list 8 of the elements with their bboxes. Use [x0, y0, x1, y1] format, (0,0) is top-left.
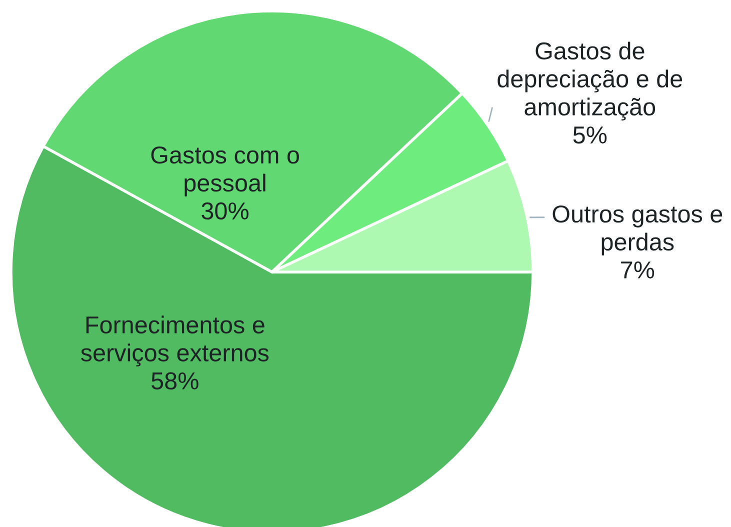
data-label: 7%: [621, 261, 654, 278]
data-label: 58%: [152, 372, 198, 390]
slice-label: Gastos de depreciação e de amortização: [498, 42, 682, 120]
data-label: 5%: [573, 126, 607, 144]
slice-label: Outros gastos e perdas: [552, 205, 722, 256]
slice-label: Fornecimentos e serviços externos: [81, 316, 269, 366]
data-label: 30%: [202, 202, 248, 220]
slice-label: Gastos com o pessoal: [151, 146, 299, 196]
